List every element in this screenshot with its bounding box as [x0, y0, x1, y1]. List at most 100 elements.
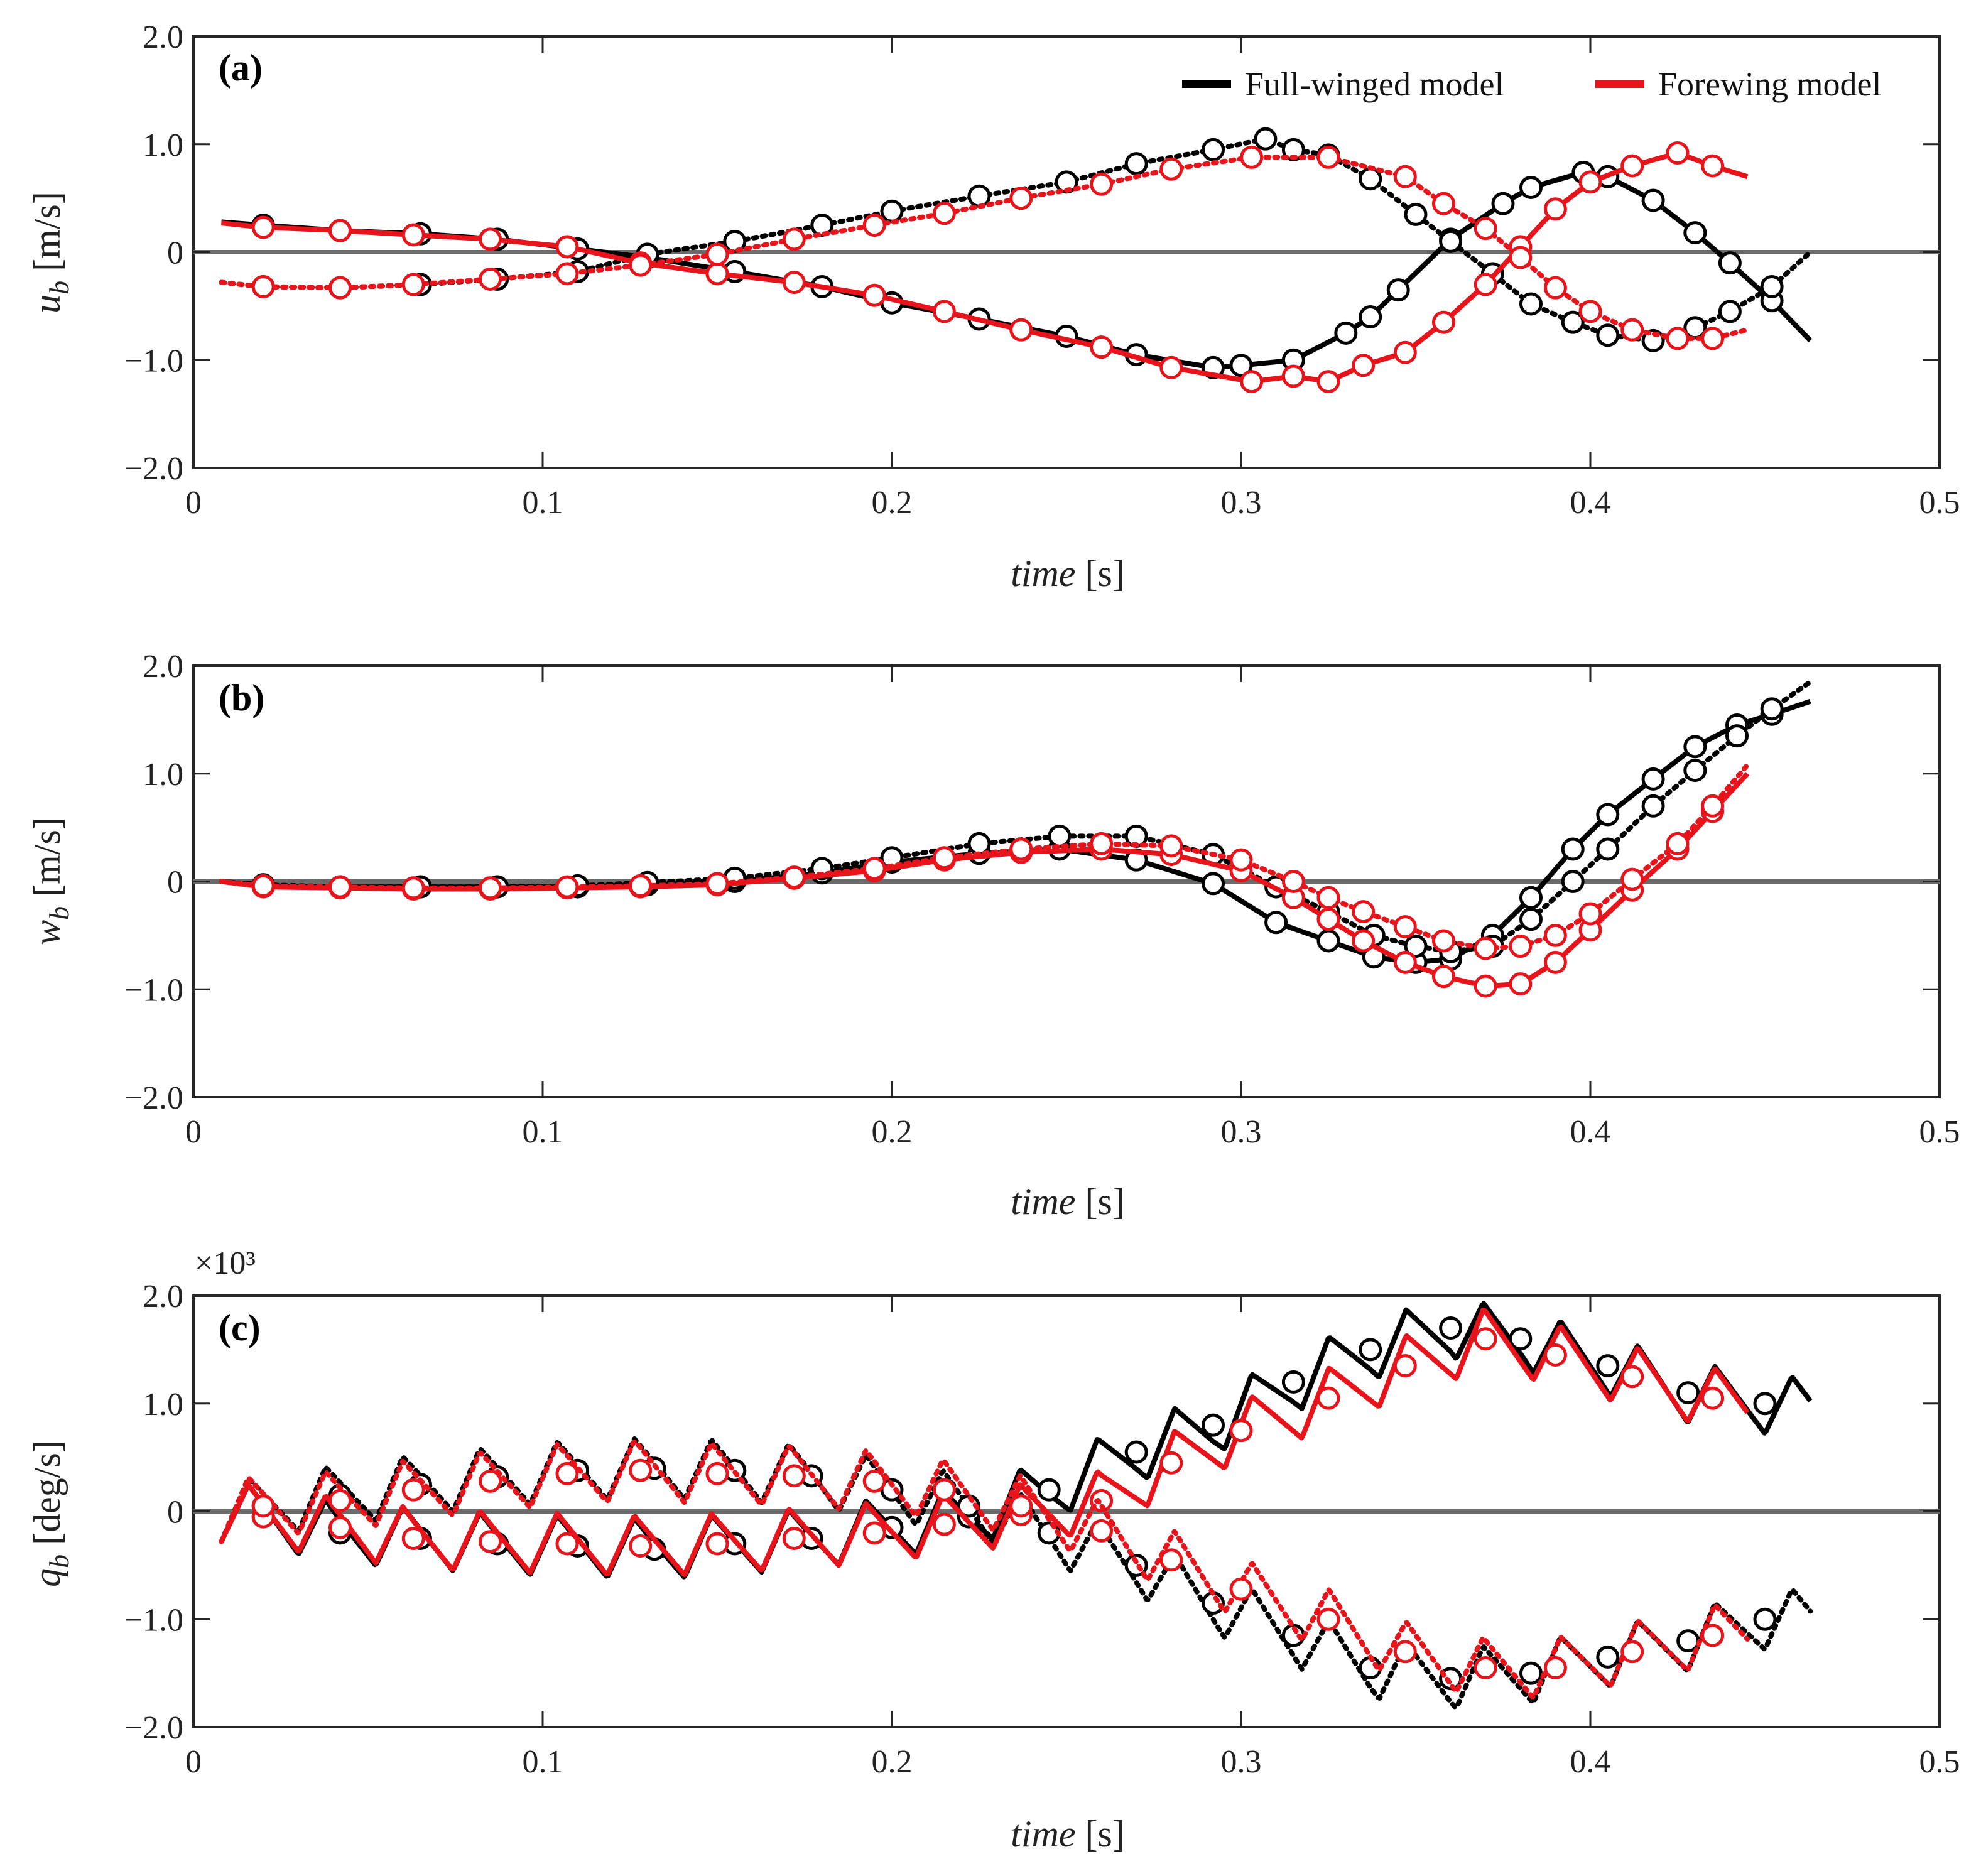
panel-a-series-3-marker — [1666, 327, 1690, 350]
panel-a-series-1-marker — [1596, 323, 1620, 347]
panel-a-y-tick-label: −2.0 — [124, 451, 183, 487]
panel-b-x-tick-label: 0 — [185, 1114, 202, 1150]
panel-a-series-3-marker — [1474, 217, 1497, 241]
panel-c-series-2-marker — [328, 1515, 352, 1539]
panel-c-series-2-marker — [1229, 1419, 1253, 1443]
panel-a-series-1-marker — [1561, 310, 1585, 334]
panel-b-series-2-marker — [1474, 974, 1497, 998]
panel-c-ylabel-spacer — [26, 1545, 68, 1554]
panel-a-series-1-marker — [1760, 274, 1784, 298]
panel-a-series-3-marker — [1701, 327, 1725, 350]
panel-a-ylabel-symbol: u — [26, 295, 68, 313]
legend-label-forewing: Forewing model — [1658, 65, 1881, 103]
panel-c-ylabel-subscript: b — [44, 1554, 75, 1568]
panel-b-series-1-marker — [1048, 824, 1072, 848]
panel-b-xlabel-spacer — [1076, 1181, 1085, 1222]
panel-a-y-tick-label: 2.0 — [143, 19, 183, 55]
panel-b: 0 0.1 0.2 0.3 0.4 0.5 −2.0 −1.0 0 1.0 2.0 (b) wb [… — [26, 649, 1960, 1222]
panel-c-series-0-marker — [1676, 1381, 1700, 1405]
panel-b-series-3-marker — [555, 875, 579, 899]
panel-a-series-1-marker — [1202, 138, 1225, 161]
panel-c-series-3-marker — [782, 1464, 806, 1488]
panel-a-series-3-marker — [1159, 157, 1183, 181]
panel-c-series-2-marker — [1543, 1343, 1567, 1367]
panel-a-series-3-marker — [251, 274, 275, 298]
panel-b-series-2-marker — [1509, 972, 1533, 996]
panel-b-series-2-marker — [1543, 950, 1567, 974]
panel-a-series-2-marker — [328, 219, 352, 242]
panel-c-multiplier: ×10³ — [195, 1245, 256, 1281]
panel-b-ylabel-subscript: b — [44, 906, 75, 920]
panel-a-series-1-marker — [1124, 152, 1148, 176]
panel-a-series-2-marker — [1240, 370, 1264, 394]
panel-c-series-3-marker — [1620, 1640, 1644, 1664]
panel-a-x-tick-label: 0.3 — [1221, 485, 1262, 521]
panel-b-xlabel-var: time — [1011, 1181, 1075, 1222]
panel-a-series-2-marker — [1009, 318, 1033, 342]
panel-b-xlabel-unit: [s] — [1085, 1181, 1125, 1222]
panel-a-y-tick-label: 0 — [167, 236, 183, 271]
panel-b-series-2-marker — [1352, 929, 1376, 953]
panel-b-series-1-marker — [1404, 935, 1428, 958]
panel-c-series-3-marker — [1543, 1656, 1567, 1680]
panel-a-series-1-marker — [1439, 229, 1463, 253]
panel-c-y-tick-label: 1.0 — [143, 1387, 183, 1423]
panel-b-series-2-marker — [1393, 950, 1417, 974]
panel-a-x-tick-label: 0.5 — [1919, 485, 1960, 521]
panel-a-series-2-marker — [1701, 154, 1725, 178]
panel-b-y-tick-label: −1.0 — [124, 972, 183, 1008]
panel-c-series-0-marker — [1359, 1338, 1382, 1362]
panel-c-series-3-marker — [932, 1478, 956, 1502]
panel-b-series-3-marker — [479, 876, 502, 900]
panel-a-series-2-marker — [1090, 335, 1114, 359]
panel-b-series-1-marker — [1561, 870, 1585, 893]
panel-a-series-3-marker — [932, 202, 956, 225]
panel-b-y-tick-label: 1.0 — [143, 757, 183, 793]
panel-b-series-3-marker — [1316, 886, 1340, 909]
panel-c-series-0-marker — [1753, 1392, 1777, 1416]
panel-b-ylabel-symbol: w — [26, 920, 68, 945]
panel-b-series-2-marker — [1431, 965, 1455, 989]
panel-a-ylabel: ub [m/s] — [26, 192, 75, 313]
panel-a-x-tick-label: 0.1 — [523, 485, 563, 521]
panel-c-series-1-marker — [1753, 1607, 1777, 1631]
panel-c-series-3-marker — [1090, 1519, 1114, 1543]
panel-a-series-0-marker — [1229, 354, 1253, 377]
panel-a-series-0-marker — [1718, 251, 1742, 275]
panel-c-y-tick-label: 2.0 — [143, 1279, 183, 1315]
panel-a-series-2-marker — [1666, 141, 1690, 165]
panel-a-label: (a) — [219, 47, 263, 89]
panel-c-series-2-marker — [932, 1512, 956, 1536]
panel-a-series-3-marker — [705, 242, 729, 266]
panel-b-y-tick-label: 2.0 — [143, 649, 183, 685]
panel-b-series-3-marker — [782, 865, 806, 889]
panel-c-y-tick-label: −2.0 — [124, 1710, 183, 1746]
panel-b-x-tick-label: 0.3 — [1221, 1114, 1262, 1150]
panel-b-series-2-marker — [1316, 908, 1340, 931]
panel-a-series-2-marker — [1316, 370, 1340, 394]
panel-a-series-2-marker — [479, 227, 502, 251]
panel-c-series-2-marker — [1701, 1386, 1725, 1410]
panel-c-series-2-marker — [705, 1532, 729, 1556]
panel-a-series-3-marker — [782, 227, 806, 251]
panel-a-series-0-marker — [1386, 278, 1410, 302]
panel-c-series-3-marker — [1316, 1607, 1340, 1631]
panel-c-series-3-marker — [1474, 1656, 1497, 1680]
panel-a-series-2-marker — [1281, 364, 1305, 388]
panel-b-series-0-marker — [1202, 872, 1225, 896]
panel-a-series-1-marker — [1254, 127, 1278, 151]
panel-a-series-2-marker — [1393, 340, 1417, 364]
panel-c-series-3-marker — [629, 1458, 653, 1482]
panel-b-series-0-marker — [1316, 929, 1340, 953]
panel-c-x-tick-label: 0 — [185, 1744, 202, 1780]
panel-b-series-3-marker — [1474, 936, 1497, 960]
panel-b-series-3-marker — [1431, 929, 1455, 953]
panel-a-series-2-marker — [251, 215, 275, 239]
panel-c-series-2-marker — [1159, 1451, 1183, 1475]
panel-b-series-1-marker — [1641, 794, 1665, 818]
panel-b-series-3-marker — [1159, 834, 1183, 858]
panel-a-x-tick-label: 0 — [185, 485, 202, 521]
panel-b-series-3-marker — [328, 875, 352, 899]
panel-a-series-3-marker — [629, 253, 653, 277]
panel-b-ylabel-unit: [m/s] — [26, 817, 68, 897]
